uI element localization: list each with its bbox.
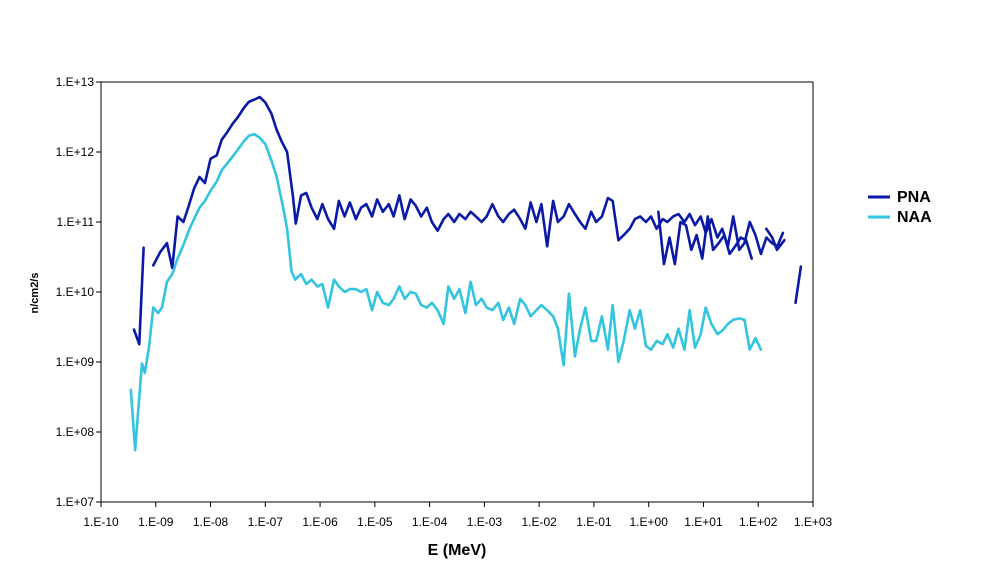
series-line-pna: [764, 227, 786, 252]
series-layer: [129, 95, 803, 452]
x-tick-label: 1.E-04: [412, 515, 448, 529]
series-line-pna: [132, 246, 145, 346]
series-line-pna: [151, 95, 785, 270]
y-tick-label: 1.E+08: [56, 425, 95, 439]
y-tick-label: 1.E+12: [56, 145, 95, 159]
y-tick-label: 1.E+10: [56, 285, 95, 299]
y-tick-label: 1.E+13: [56, 75, 95, 89]
legend: PNA NAA: [868, 189, 932, 226]
x-tick-label: 1.E-03: [467, 515, 503, 529]
series-line-pna: [657, 210, 754, 266]
y-axis: 1.E+07 1.E+08 1.E+09 1.E+10 1.E+11 1.E+12 1.E+…: [56, 75, 101, 509]
y-tick-label: 1.E+09: [56, 355, 95, 369]
x-tick-label: 1.E-07: [248, 515, 284, 529]
series-pna: [132, 95, 803, 346]
series-naa: [129, 132, 763, 452]
series-line-naa: [129, 132, 763, 452]
y-tick-label: 1.E+07: [56, 495, 95, 509]
legend-label-naa: NAA: [897, 209, 932, 226]
x-axis-title: E (MeV): [428, 542, 487, 559]
x-tick-label: 1.E-01: [576, 515, 612, 529]
x-tick-label: 1.E+03: [794, 515, 833, 529]
x-tick-label: 1.E-08: [193, 515, 229, 529]
x-tick-label: 1.E-09: [138, 515, 174, 529]
x-tick-label: 1.E+02: [739, 515, 778, 529]
x-axis: 1.E-10 1.E-09 1.E-08 1.E-07 1.E-06 1.E-05 1.E-…: [83, 502, 833, 529]
y-axis-title: n/cm2/s: [29, 273, 41, 314]
x-tick-label: 1.E+01: [684, 515, 723, 529]
y-tick-label: 1.E+11: [57, 215, 95, 229]
x-tick-label: 1.E-10: [83, 515, 119, 529]
x-tick-label: 1.E+00: [630, 515, 669, 529]
legend-label-pna: PNA: [897, 189, 931, 206]
series-line-pna: [794, 265, 803, 305]
x-tick-label: 1.E-05: [357, 515, 393, 529]
x-tick-label: 1.E-06: [302, 515, 338, 529]
x-tick-label: 1.E-02: [521, 515, 557, 529]
